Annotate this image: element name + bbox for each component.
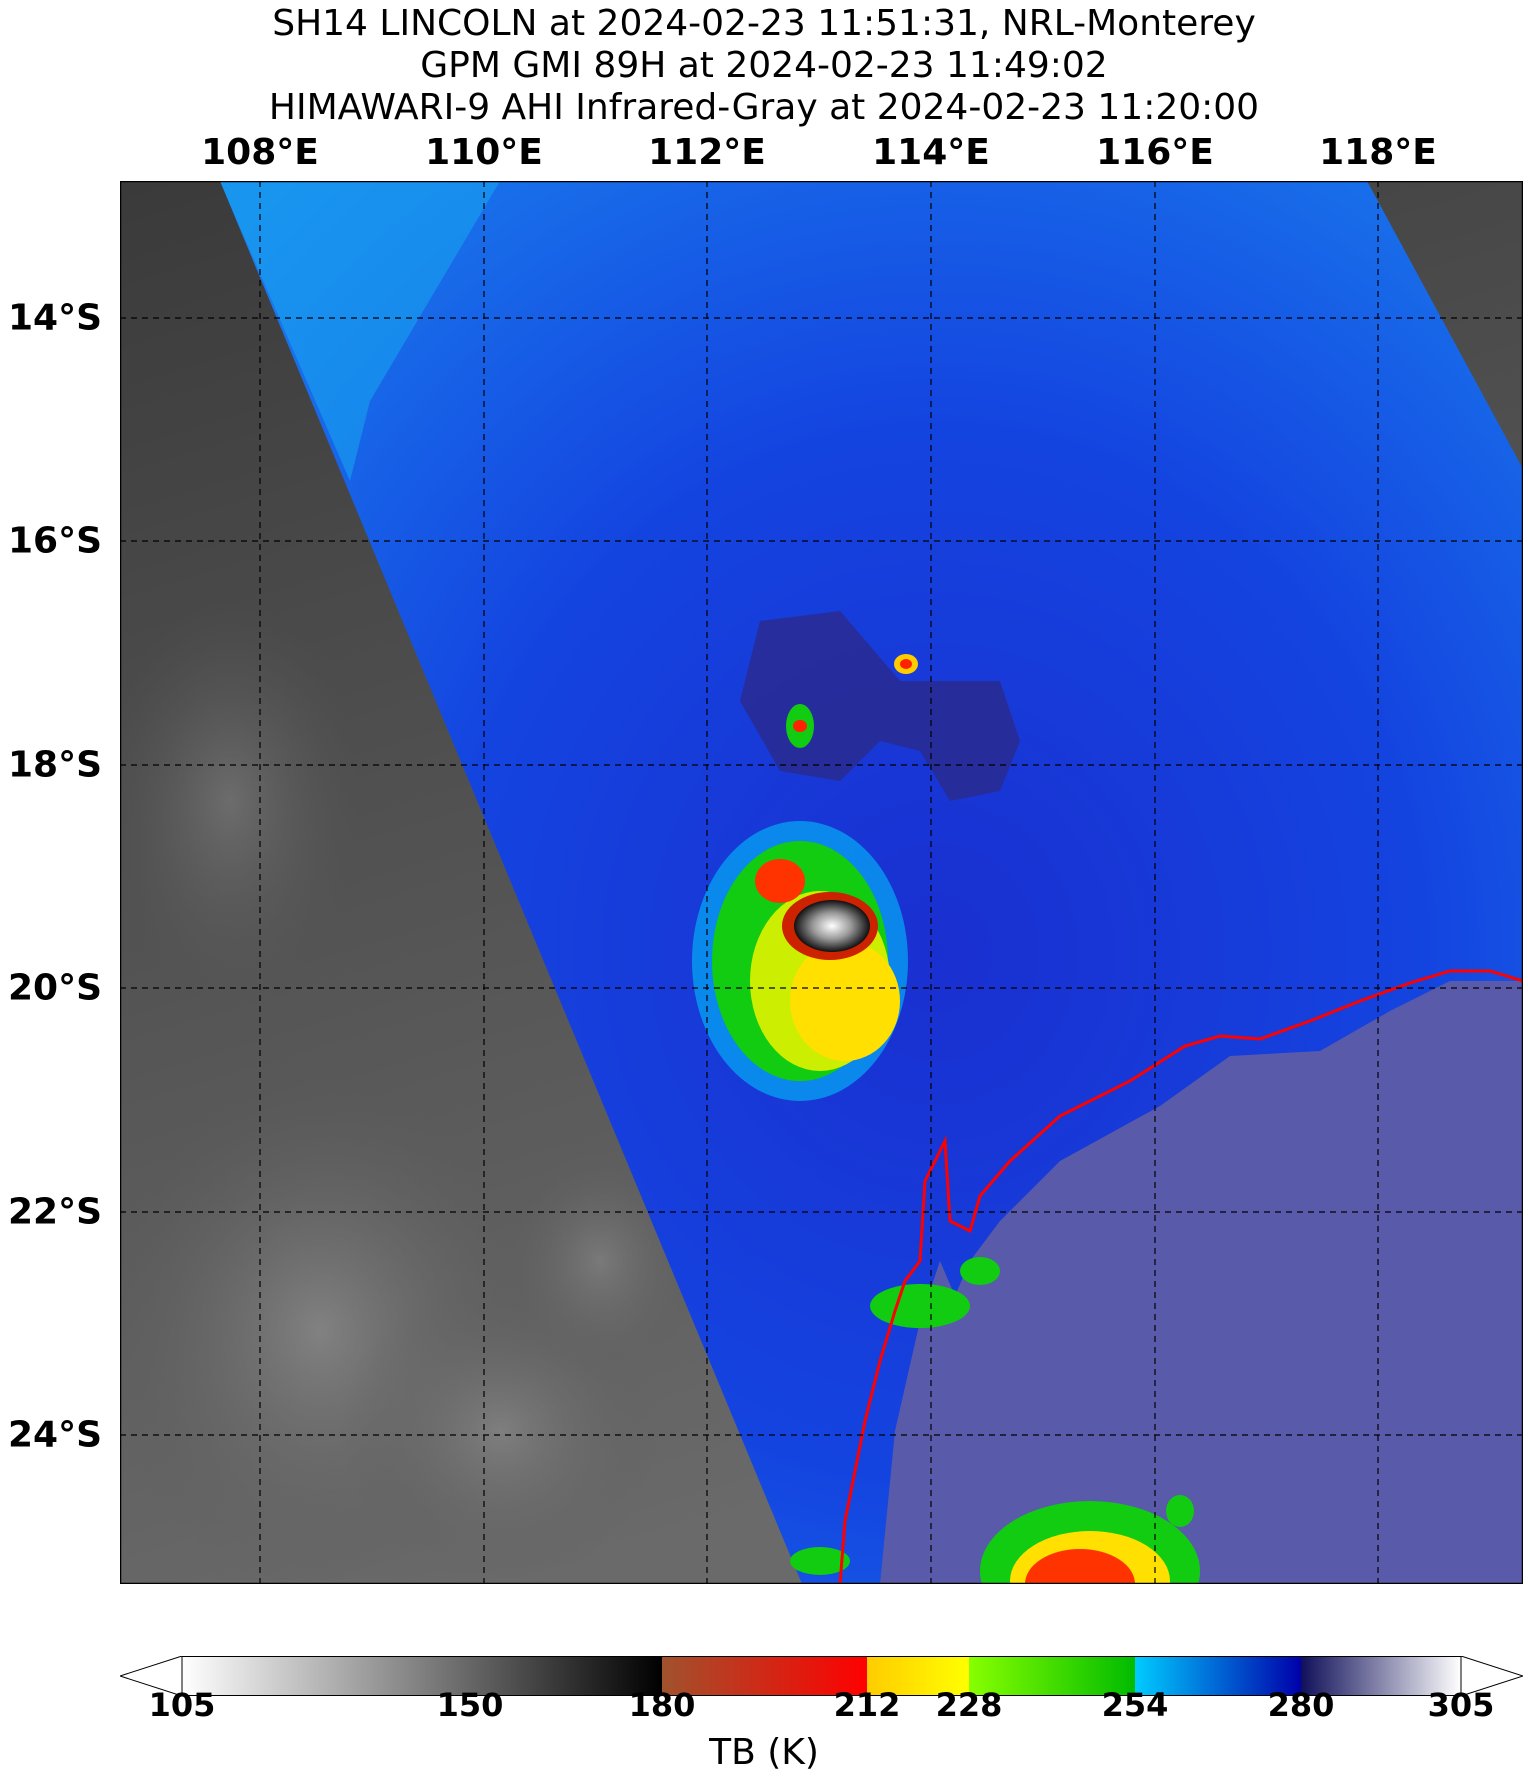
coastline [838, 969, 1523, 1584]
lat-tick-14s: 14°S [8, 297, 103, 339]
lat-tick-18s: 18°S [8, 744, 103, 786]
colorbar-tick-228: 228 [935, 1686, 1003, 1724]
title-line-1: SH14 LINCOLN at 2024-02-23 11:51:31, NRL… [272, 3, 1256, 44]
lat-tick-22s: 22°S [8, 1191, 103, 1233]
colorbar-tick-105: 105 [148, 1686, 216, 1724]
map-frame [120, 181, 1523, 1584]
lon-tick-108: 108°E [201, 132, 319, 173]
colorbar-tick-254: 254 [1101, 1686, 1169, 1724]
lon-tick-112: 112°E [648, 132, 766, 173]
colorbar-tick-305: 305 [1427, 1686, 1495, 1724]
lon-tick-118: 118°E [1319, 132, 1437, 173]
lon-tick-116: 116°E [1096, 132, 1214, 173]
colorbar-tick-212: 212 [833, 1686, 901, 1724]
satellite-map [120, 181, 1523, 1584]
title-line-3: HIMAWARI-9 AHI Infrared-Gray at 2024-02-… [268, 87, 1260, 128]
lat-tick-24s: 24°S [8, 1414, 103, 1456]
eye-feature [794, 900, 870, 952]
colorbar [118, 1655, 1525, 1697]
title-line-2: GPM GMI 89H at 2024-02-23 11:49:02 [420, 45, 1108, 86]
colorbar-title: TB (K) [709, 1732, 819, 1773]
southern-convection [790, 1257, 1200, 1584]
colorbar-tick-180: 180 [628, 1686, 696, 1724]
gridlines [120, 181, 1523, 1584]
lat-tick-20s: 20°S [8, 967, 103, 1009]
lon-tick-110: 110°E [425, 132, 543, 173]
storm-core [692, 611, 1020, 1101]
colorbar-tick-150: 150 [436, 1686, 504, 1724]
lon-tick-114: 114°E [872, 132, 990, 173]
colorbar-tick-280: 280 [1267, 1686, 1335, 1724]
lat-tick-16s: 16°S [8, 520, 103, 562]
land-region [880, 981, 1523, 1584]
